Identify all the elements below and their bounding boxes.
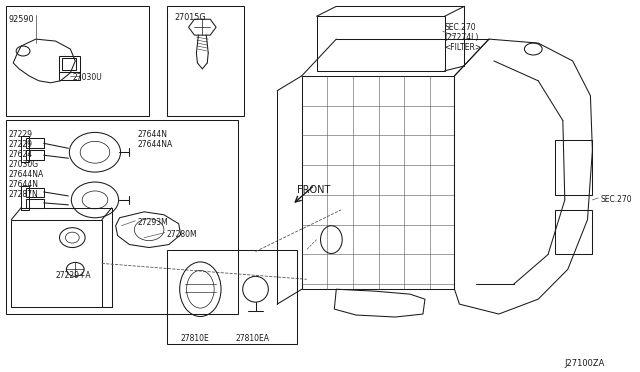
Text: 27644N: 27644N bbox=[8, 180, 38, 189]
Bar bbox=[26, 199, 44, 208]
Text: 92590: 92590 bbox=[8, 15, 34, 24]
Bar bbox=[555, 210, 593, 254]
Bar bbox=[58, 56, 80, 72]
Bar bbox=[26, 188, 44, 197]
Text: 27624: 27624 bbox=[8, 150, 33, 159]
Bar bbox=[21, 186, 29, 210]
Text: SEC.270: SEC.270 bbox=[445, 23, 476, 32]
Text: FRONT: FRONT bbox=[297, 185, 330, 195]
Bar bbox=[555, 140, 593, 195]
Bar bbox=[317, 16, 445, 71]
Bar bbox=[167, 250, 297, 344]
Text: 27229: 27229 bbox=[8, 140, 32, 149]
Bar bbox=[58, 72, 80, 80]
Text: 27229+A: 27229+A bbox=[56, 271, 91, 280]
Text: 27810E: 27810E bbox=[180, 334, 209, 343]
Bar bbox=[167, 6, 244, 116]
Text: <FILTER>: <FILTER> bbox=[445, 43, 482, 52]
Text: 27644NA: 27644NA bbox=[8, 170, 44, 179]
Text: 27287N: 27287N bbox=[8, 190, 38, 199]
Bar bbox=[26, 138, 44, 148]
Bar bbox=[26, 150, 44, 160]
Text: 27229: 27229 bbox=[8, 131, 32, 140]
Text: 27030U: 27030U bbox=[72, 73, 102, 82]
Text: SEC.270: SEC.270 bbox=[600, 195, 632, 204]
Bar bbox=[302, 76, 454, 289]
Bar bbox=[21, 137, 29, 162]
Text: 27810EA: 27810EA bbox=[236, 334, 270, 343]
Bar bbox=[6, 121, 238, 314]
Text: 27644NA: 27644NA bbox=[138, 140, 173, 149]
Text: 27280M: 27280M bbox=[167, 230, 198, 239]
Text: 27293M: 27293M bbox=[138, 218, 168, 227]
Bar bbox=[63, 58, 76, 70]
Text: (27274L): (27274L) bbox=[445, 33, 479, 42]
Text: 27644N: 27644N bbox=[138, 131, 167, 140]
Bar bbox=[6, 6, 149, 116]
Bar bbox=[12, 220, 102, 307]
Text: J27100ZA: J27100ZA bbox=[565, 359, 605, 368]
Text: 27015G: 27015G bbox=[175, 13, 206, 22]
Text: 27030G: 27030G bbox=[8, 160, 38, 169]
